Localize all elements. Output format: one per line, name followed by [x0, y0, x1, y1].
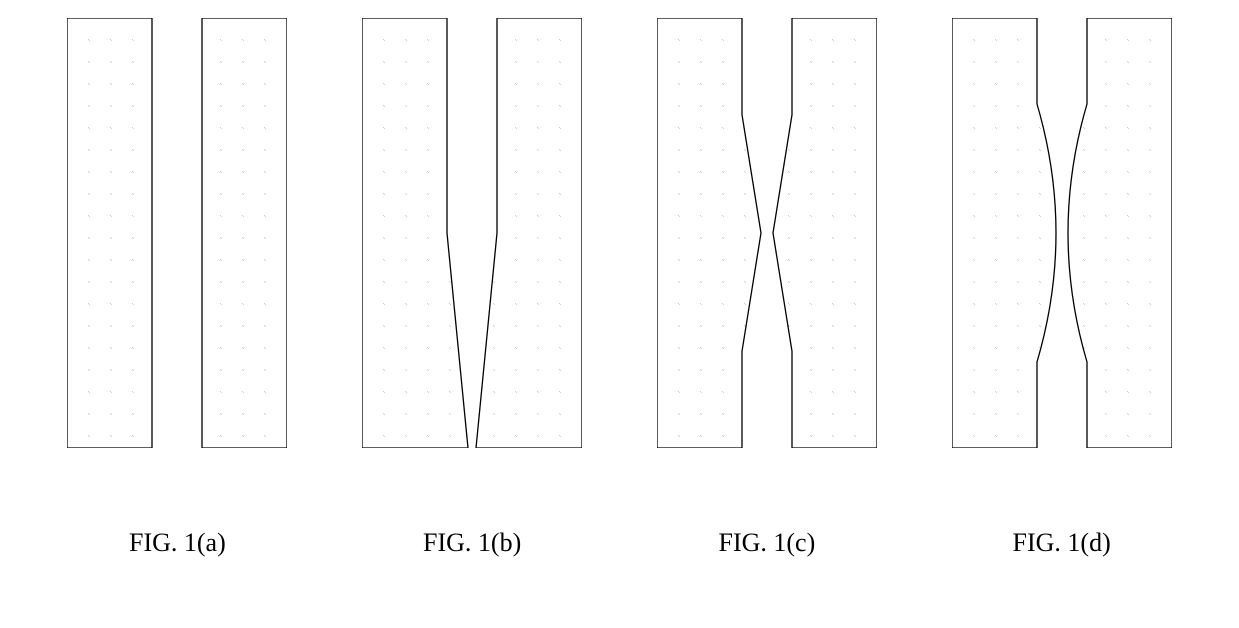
left-wall [952, 18, 1056, 448]
right-wall [202, 18, 287, 448]
figure-panel-b: FIG. 1(b) [362, 18, 582, 558]
figures-row: FIG. 1(a) FIG. 1(b) FIG. 1(c) [0, 0, 1239, 558]
cross-section-b [362, 18, 582, 448]
left-wall [657, 18, 761, 448]
figure-panel-c: FIG. 1(c) [657, 18, 877, 558]
right-wall [1068, 18, 1172, 448]
left-wall [362, 18, 468, 448]
figure-caption-c: FIG. 1(c) [718, 528, 815, 558]
figure-caption-a: FIG. 1(a) [129, 528, 226, 558]
figure-caption-b: FIG. 1(b) [423, 528, 521, 558]
cross-section-a [67, 18, 287, 448]
left-wall [67, 18, 152, 448]
cross-section-d [952, 18, 1172, 448]
figure-panel-d: FIG. 1(d) [952, 18, 1172, 558]
cross-section-c [657, 18, 877, 448]
figure-panel-a: FIG. 1(a) [67, 18, 287, 558]
right-wall [773, 18, 877, 448]
figure-caption-d: FIG. 1(d) [1013, 528, 1111, 558]
right-wall [476, 18, 582, 448]
